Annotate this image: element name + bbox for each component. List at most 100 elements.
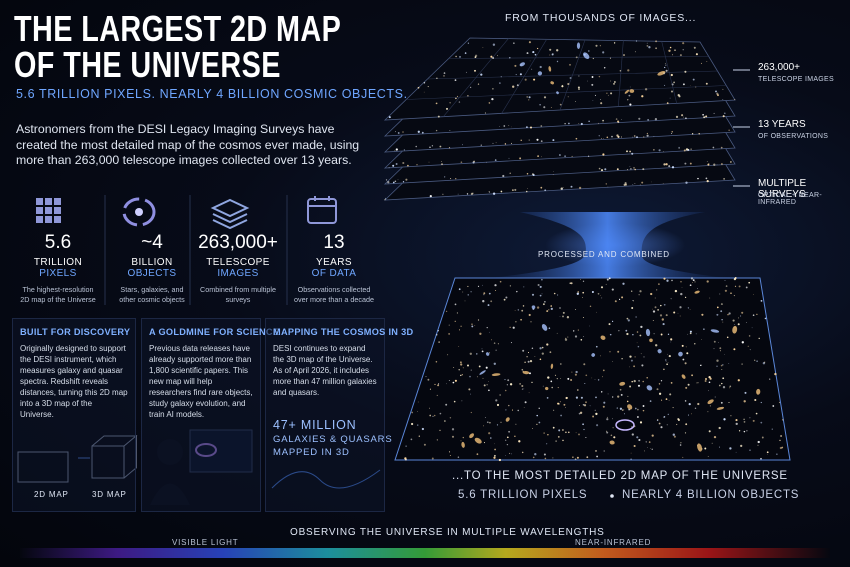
star [447,354,449,356]
star [423,443,426,446]
star [585,401,587,404]
star [589,405,591,407]
star [582,280,585,282]
star [660,304,662,307]
star [582,404,585,406]
star [682,456,684,458]
galaxy [645,328,651,337]
star [576,456,579,459]
star [681,287,683,288]
callout-subtitle: OPTICAL + NEAR-INFRARED [758,192,822,206]
star [608,277,611,280]
star [448,333,450,335]
star [613,436,616,439]
star [553,409,555,411]
star [701,313,704,316]
star [458,346,460,347]
star [627,99,629,101]
star [708,430,711,433]
star [578,433,580,436]
star [705,115,707,118]
star [436,439,438,441]
star [394,180,397,183]
star [397,132,400,134]
star [700,62,702,64]
star [672,433,675,436]
star [665,314,668,317]
star [641,364,644,367]
star [620,393,623,396]
star [540,186,543,189]
star [722,88,724,90]
star [640,325,643,329]
star [486,161,488,163]
star [744,391,747,394]
star [640,353,642,355]
star [490,300,493,303]
galaxy [657,71,666,76]
star [394,150,396,152]
star [646,132,648,134]
star [732,319,735,322]
star [559,363,562,365]
star [486,384,488,386]
star [488,331,490,333]
star [614,81,616,83]
star [707,456,709,457]
star [716,306,719,309]
star [667,333,670,335]
star [594,379,596,381]
star [760,300,763,302]
star [595,449,597,452]
star [523,407,525,408]
star [609,57,611,59]
star [462,291,464,293]
star [460,161,463,164]
star [716,313,719,316]
star [457,193,459,195]
stat: ~4 BILLION OBJECTS Stars, galaxies, and oth… [106,190,198,305]
star [691,133,694,135]
star [692,282,693,283]
star [667,362,669,363]
star [503,298,506,301]
star [672,54,674,56]
star [636,331,639,333]
star [546,443,548,445]
star [663,277,666,280]
star [735,422,738,426]
star [594,409,596,411]
star [652,320,654,321]
star [488,432,491,435]
star [668,49,671,52]
star [665,359,667,361]
star [483,384,486,387]
star [602,405,605,408]
star [749,349,751,351]
star [458,101,461,103]
star [602,376,603,378]
tile-line [427,70,718,80]
star [531,347,534,350]
panel: MAPPING THE COSMOS IN 3D DESI continues t… [265,318,413,512]
star [605,283,607,285]
star [655,344,658,347]
star [553,292,556,295]
star [663,417,665,419]
star [598,135,600,137]
star [505,439,507,441]
star [530,321,532,323]
star [541,346,544,349]
star [638,379,640,382]
galaxy [548,66,552,72]
callout-title: 263,000+ [758,62,800,73]
star [728,129,730,131]
star [658,383,661,385]
star [689,330,692,333]
star [643,136,645,138]
star [681,344,684,347]
star [686,352,689,355]
star [602,121,604,123]
star [632,184,634,185]
galaxy [649,338,653,343]
